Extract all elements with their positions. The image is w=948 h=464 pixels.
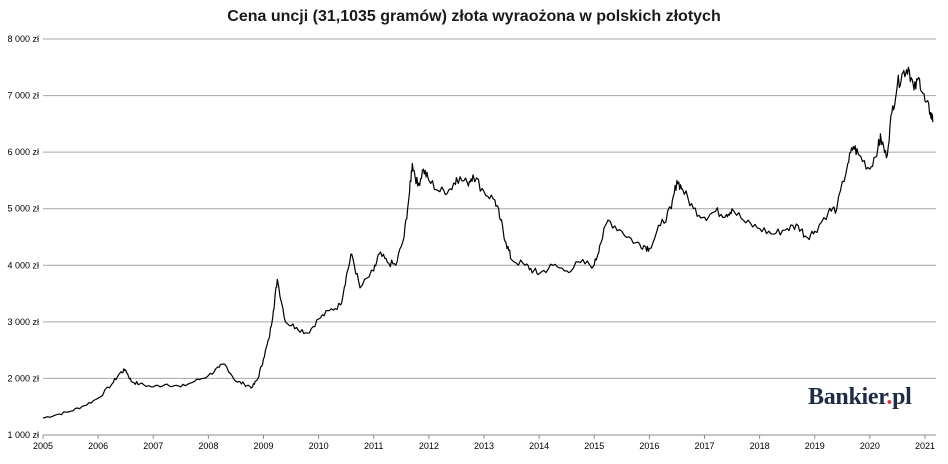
x-tick-label: 2018 [750, 441, 770, 451]
x-tick-label: 2013 [474, 441, 494, 451]
x-tick-label: 2005 [33, 441, 53, 451]
grid-lines [43, 38, 936, 379]
brand-name: Bankier [808, 384, 887, 410]
x-tick-label: 2019 [805, 441, 825, 451]
x-tick-label: 2016 [639, 441, 659, 451]
x-tick-label: 2020 [860, 441, 880, 451]
y-tick-labels: 1 000 zł 2 000 zł 3 000 zł 4 000 zł 5 000 zł… [7, 34, 39, 440]
y-tick-label: 3 000 zł [7, 317, 39, 327]
x-tick-label: 2011 [364, 441, 383, 451]
x-tick-labels: 2005 2006 2007 2008 2009 2010 2011 2012 2013 2014… [33, 435, 935, 451]
gold-price-line [42, 66, 934, 419]
x-tick-label: 2010 [309, 441, 329, 451]
y-tick-label: 8 000 zł [7, 34, 39, 44]
x-tick-label: 2012 [419, 441, 439, 451]
brand-dot: . [886, 384, 893, 410]
y-tick-label: 6 000 zł [7, 147, 39, 157]
y-tick-label: 1 000 zł [7, 430, 39, 440]
brand-suffix: pl [892, 384, 912, 410]
y-tick-label: 7 000 zł [7, 91, 39, 101]
y-tick-label: 2 000 zł [7, 373, 39, 383]
x-tick-label: 2009 [253, 441, 273, 451]
y-tick-label: 4 000 zł [7, 260, 39, 270]
x-tick-label: 2017 [694, 441, 714, 451]
y-tick-label: 5 000 zł [7, 204, 39, 214]
x-tick-label: 2008 [198, 441, 218, 451]
x-tick-label: 2007 [143, 441, 163, 451]
x-tick-label: 2021 [915, 441, 935, 451]
chart-title: Cena uncji (31,1035 gramów) złota wyraoż… [227, 8, 721, 25]
bankier-logo: Bankier.pl [808, 384, 912, 411]
x-tick-label: 2015 [584, 441, 604, 451]
x-tick-label: 2014 [529, 441, 549, 451]
x-tick-label: 2006 [88, 441, 108, 451]
